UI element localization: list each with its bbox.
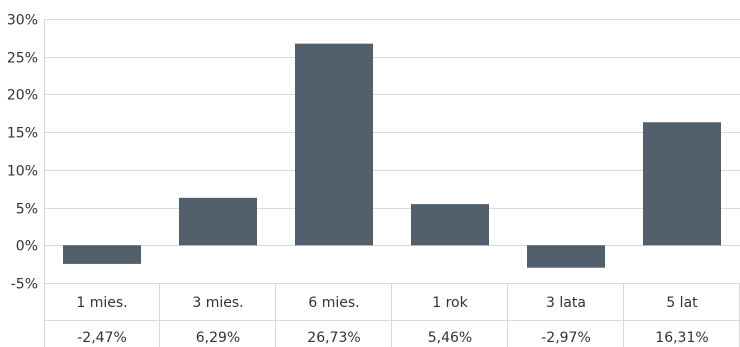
value-label: -2,97% bbox=[541, 330, 591, 346]
value-label: -2,47% bbox=[77, 330, 127, 346]
y-tick-label: 5% bbox=[16, 202, 38, 218]
bar bbox=[527, 245, 605, 268]
y-tick-label: 25% bbox=[7, 51, 38, 67]
bar bbox=[411, 204, 489, 246]
y-tick-label: 15% bbox=[7, 126, 38, 142]
y-axis-tick-labels: -5% 0% 5% 10% 15% 20% 25% 30% bbox=[7, 13, 38, 293]
category-label: 3 lata bbox=[546, 295, 586, 311]
gridlines bbox=[44, 19, 740, 347]
value-label: 26,73% bbox=[307, 330, 360, 346]
category-label: 5 lat bbox=[666, 295, 698, 311]
y-tick-label: 30% bbox=[7, 13, 38, 29]
bar bbox=[295, 43, 373, 246]
bar bbox=[643, 122, 721, 246]
value-label: 16,31% bbox=[655, 330, 708, 346]
bars bbox=[63, 43, 721, 268]
category-label: 1 mies. bbox=[76, 295, 127, 311]
bar bbox=[179, 197, 257, 246]
category-label: 1 rok bbox=[432, 295, 468, 311]
bar bbox=[63, 245, 141, 264]
y-tick-label: 0% bbox=[16, 239, 38, 255]
y-tick-label: -5% bbox=[11, 277, 38, 293]
data-table: 1 mies. -2,47% 3 mies. 6,29% 6 mies. 26,73% 1 … bbox=[44, 283, 740, 347]
category-label: 6 mies. bbox=[308, 295, 359, 311]
category-label: 3 mies. bbox=[192, 295, 243, 311]
y-tick-label: 20% bbox=[7, 88, 38, 104]
value-label: 6,29% bbox=[196, 330, 240, 346]
value-label: 5,46% bbox=[428, 330, 472, 346]
y-tick-label: 10% bbox=[7, 164, 38, 180]
